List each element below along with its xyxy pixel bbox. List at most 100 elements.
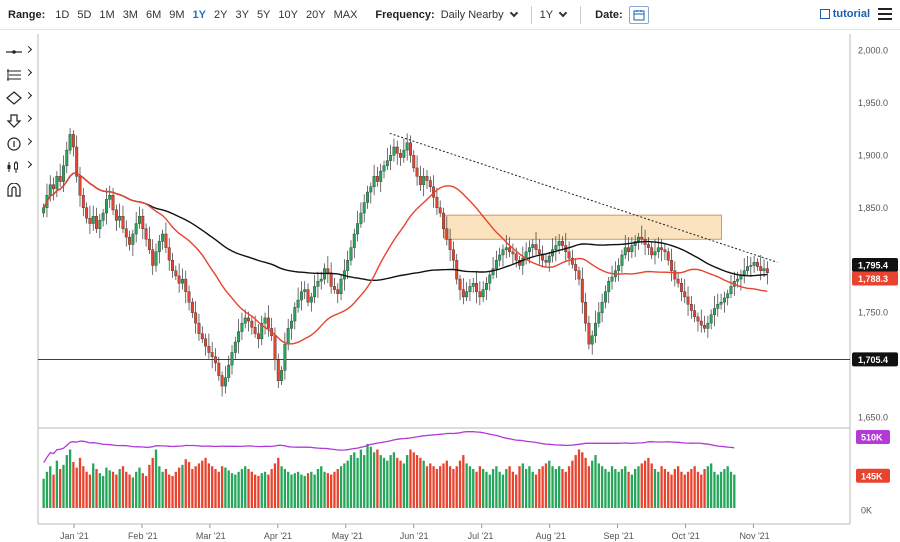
range-button-6m[interactable]: 6M <box>145 8 162 21</box>
candle-body <box>494 260 498 269</box>
tool-arrow[interactable] <box>0 109 38 132</box>
range-button-9m[interactable]: 9M <box>169 8 185 21</box>
range-button-1m[interactable]: 1M <box>99 8 115 21</box>
candle-body <box>75 146 79 177</box>
candle-body <box>379 170 383 182</box>
candle-body <box>111 194 115 211</box>
candle-body <box>765 268 769 274</box>
volume-bar <box>98 473 101 508</box>
volume-bar <box>663 469 667 508</box>
candle-body <box>438 207 442 214</box>
candle-body <box>488 274 492 284</box>
candle-body <box>62 165 65 182</box>
tool-magnet[interactable] <box>0 178 38 201</box>
range-button-max[interactable]: MAX <box>333 8 358 21</box>
volume-bar <box>455 466 458 508</box>
range-button-10y[interactable]: 10Y <box>278 8 298 21</box>
volume-bar <box>158 466 161 508</box>
candle-body <box>706 322 710 329</box>
candle-body <box>405 142 409 151</box>
candle-body <box>498 254 502 261</box>
volume-bar <box>412 452 415 508</box>
candle-body <box>131 233 135 245</box>
volume-bar <box>273 463 277 508</box>
candle-body <box>207 346 211 353</box>
range-button-5y[interactable]: 5Y <box>256 8 271 21</box>
candle-body <box>71 134 75 148</box>
tool-number[interactable] <box>0 132 38 155</box>
tool-lines[interactable] <box>0 63 38 86</box>
volume-bar <box>260 473 263 508</box>
range-button-1d[interactable]: 1D <box>55 8 70 21</box>
tutorial-link[interactable]: tutorial <box>819 8 870 20</box>
candle-body <box>210 352 214 357</box>
volume-bar <box>68 449 72 508</box>
range-button-3y[interactable]: 3Y <box>235 8 249 21</box>
hamburger-menu-icon[interactable] <box>878 8 892 20</box>
candle-body <box>537 249 541 255</box>
candle-body <box>68 134 72 151</box>
volume-bar <box>392 452 396 508</box>
volume-bar <box>422 460 425 508</box>
volume-bar <box>465 463 468 508</box>
range-button-1y[interactable]: 1Y <box>192 8 206 21</box>
candle-body <box>679 283 683 292</box>
candle-body <box>580 278 584 303</box>
volume-bar <box>280 466 283 508</box>
candle-body <box>204 338 208 347</box>
volume-bar <box>353 452 356 508</box>
volume-bar <box>92 463 95 508</box>
candle-body <box>42 207 46 214</box>
range-button-3m[interactable]: 3M <box>122 8 138 21</box>
volume-bar <box>356 457 359 508</box>
volume-bar <box>45 471 49 508</box>
candle-body <box>409 142 412 156</box>
volume-bar <box>521 463 524 508</box>
candle-body <box>151 249 155 266</box>
tool-pattern[interactable] <box>0 155 38 178</box>
candle-body <box>177 275 181 284</box>
candle-body <box>471 283 475 287</box>
volume-bar <box>680 471 683 508</box>
candle-body <box>627 247 631 253</box>
volume-bar <box>458 460 462 508</box>
range-button-20y[interactable]: 20Y <box>305 8 326 21</box>
candle-body <box>336 289 340 294</box>
candle-body <box>253 327 257 334</box>
frequency-dropdown[interactable]: Daily Nearby <box>441 9 518 21</box>
volume-bar <box>653 469 657 508</box>
volume-bar <box>369 446 372 508</box>
tutorial-label: tutorial <box>832 8 870 20</box>
volume-bar <box>217 471 220 508</box>
tool-shapes[interactable] <box>0 86 38 109</box>
volume-bar <box>306 473 310 508</box>
volume-bar <box>482 469 485 508</box>
candle-body <box>167 247 171 261</box>
candle-body <box>458 278 462 290</box>
candle-body <box>534 244 538 250</box>
candle-body <box>485 283 488 290</box>
tool-crosshair[interactable] <box>0 40 38 63</box>
volume-bar <box>52 474 55 508</box>
price-chart[interactable]: 2,000.0 1,950.0 1,900.0 1,850.0 1,750.0 1,650… <box>0 30 900 542</box>
volume-bar <box>78 457 82 508</box>
candle-body <box>594 322 597 336</box>
calendar-button[interactable] <box>628 5 649 24</box>
volume-bar <box>267 474 270 508</box>
volume-bar <box>207 463 211 508</box>
candle-body <box>346 260 350 271</box>
candle-body <box>501 249 505 256</box>
volume-bar <box>485 471 488 508</box>
period-dropdown[interactable]: 1Y <box>540 9 568 21</box>
volume-bar <box>518 466 521 508</box>
range-button-2y[interactable]: 2Y <box>214 8 228 21</box>
volume-bar <box>379 455 382 508</box>
volume-badge <box>856 468 890 483</box>
number-icon <box>7 136 21 151</box>
divider <box>580 5 582 24</box>
price-tick-label: 1,850.0 <box>858 203 888 213</box>
volume-bar <box>607 471 610 508</box>
candle-body <box>746 266 749 271</box>
range-button-5d[interactable]: 5D <box>77 8 92 21</box>
volume-bar <box>508 466 511 508</box>
